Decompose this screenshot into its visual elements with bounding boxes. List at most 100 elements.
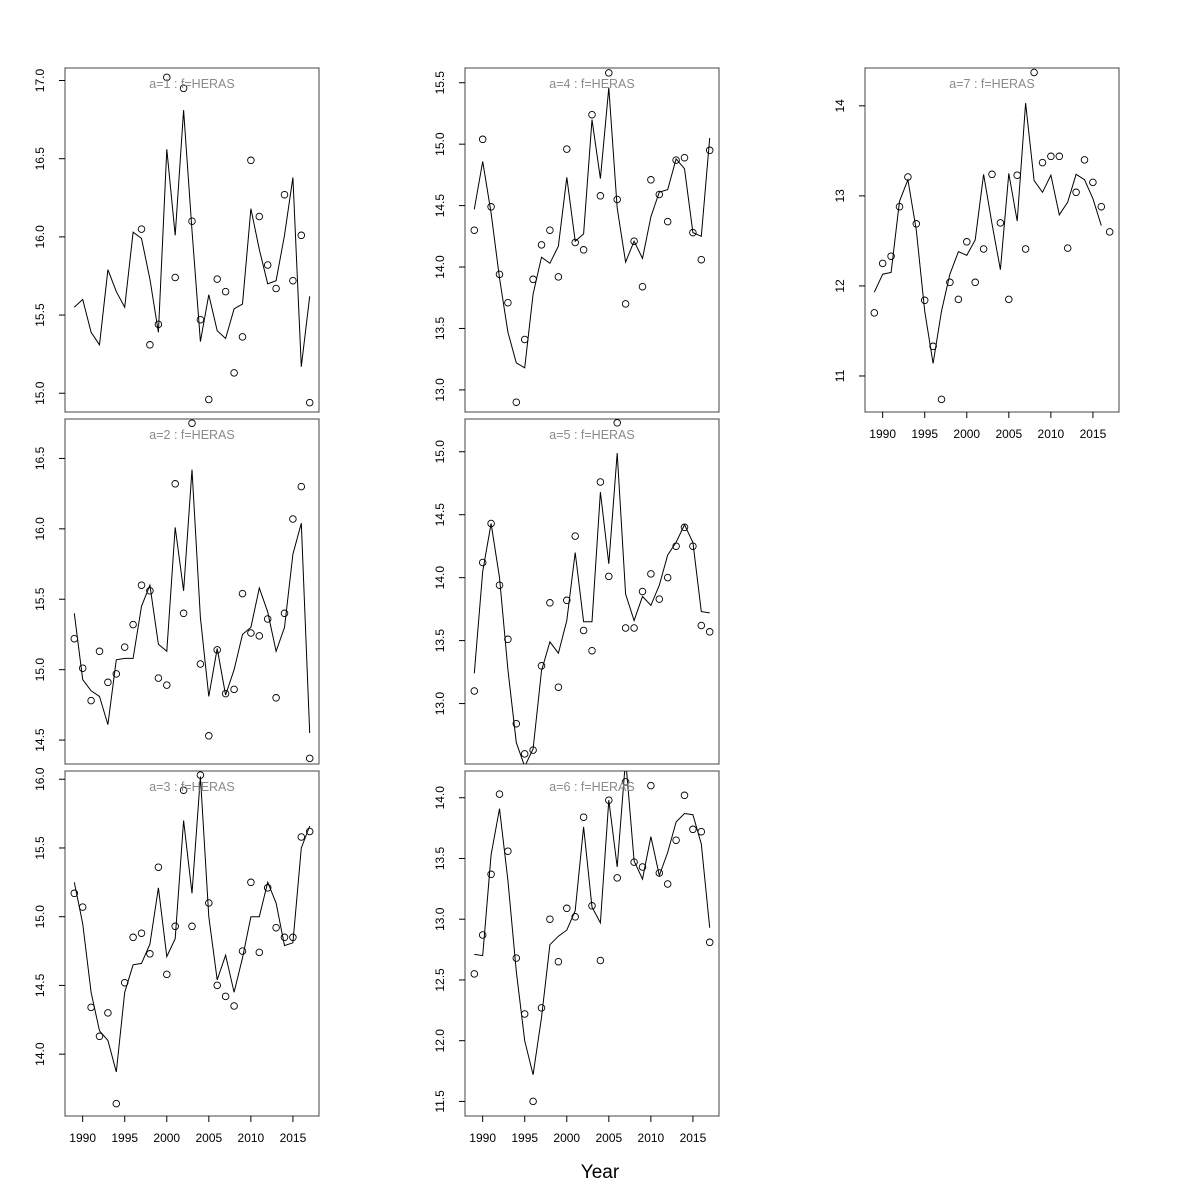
observed-point bbox=[146, 341, 154, 349]
observed-point bbox=[255, 948, 264, 957]
y-tick-label: 14.5 bbox=[433, 194, 447, 218]
plot-area bbox=[470, 69, 714, 406]
observed-point bbox=[137, 225, 146, 233]
observed-point bbox=[512, 954, 521, 962]
y-tick-label: 13.5 bbox=[433, 846, 447, 870]
observed-point bbox=[297, 482, 306, 491]
observed-point bbox=[238, 589, 247, 598]
observed-point bbox=[188, 922, 196, 931]
observed-point bbox=[588, 902, 596, 910]
observed-point bbox=[596, 192, 605, 200]
observed-point bbox=[1063, 244, 1072, 252]
panel-frame bbox=[64, 770, 320, 1117]
observed-point bbox=[196, 660, 205, 668]
x-tick-label: 2010 bbox=[638, 1131, 665, 1145]
y-tick-label: 15.5 bbox=[433, 71, 447, 95]
observed-point bbox=[171, 922, 179, 931]
observed-point bbox=[937, 395, 946, 404]
observed-point bbox=[663, 573, 672, 582]
observed-point bbox=[537, 1004, 546, 1012]
observed-point bbox=[963, 238, 971, 246]
y-tick-label: 15.5 bbox=[33, 587, 47, 611]
observed-point bbox=[238, 947, 247, 955]
observed-point bbox=[230, 685, 238, 694]
observed-point bbox=[179, 786, 188, 794]
observed-point bbox=[1080, 156, 1089, 164]
observed-point bbox=[120, 643, 129, 651]
x-tick-label: 2010 bbox=[238, 1131, 265, 1145]
x-tick-label: 1990 bbox=[469, 1131, 496, 1145]
observed-point bbox=[596, 956, 605, 965]
observed-point bbox=[263, 884, 272, 892]
panel-title: a=2 : f=HERAS bbox=[149, 428, 234, 442]
observed-point bbox=[146, 950, 154, 958]
y-tick-label: 12.0 bbox=[433, 1029, 447, 1053]
observed-point bbox=[196, 771, 205, 779]
observed-point bbox=[263, 261, 272, 269]
observed-point bbox=[520, 1010, 529, 1018]
observed-point bbox=[87, 1003, 95, 1012]
observed-point bbox=[470, 970, 479, 978]
observed-point bbox=[305, 827, 314, 836]
observed-point bbox=[247, 156, 255, 165]
observed-point bbox=[478, 135, 487, 144]
x-tick-label: 2005 bbox=[995, 427, 1022, 441]
x-tick-label: 2015 bbox=[1080, 427, 1107, 441]
y-tick-label: 14.0 bbox=[33, 1042, 47, 1066]
observed-point bbox=[672, 542, 680, 550]
observed-point bbox=[996, 219, 1005, 227]
y-tick-label: 14.0 bbox=[433, 786, 447, 810]
observed-point bbox=[272, 694, 280, 702]
observed-point bbox=[546, 226, 554, 234]
observed-point bbox=[630, 237, 638, 245]
observed-point bbox=[230, 1002, 238, 1010]
observed-point bbox=[613, 419, 621, 427]
observed-point bbox=[495, 790, 504, 798]
observed-point bbox=[120, 978, 129, 987]
observed-point bbox=[638, 282, 647, 291]
panel-title: a=5 : f=HERAS bbox=[549, 428, 634, 442]
observed-point bbox=[621, 624, 630, 632]
observed-point bbox=[870, 309, 879, 317]
observed-point bbox=[647, 781, 655, 790]
observed-point bbox=[263, 615, 272, 623]
observed-point bbox=[630, 858, 638, 866]
observed-point bbox=[487, 519, 495, 528]
observed-point bbox=[205, 899, 213, 907]
chart-panel: 11.5 12.0 12.5 13.0 13.5 14.0 1990 1995 2000 2005… bbox=[433, 770, 720, 1145]
observed-point bbox=[163, 970, 171, 979]
observed-point bbox=[621, 778, 630, 786]
observed-point bbox=[554, 273, 563, 281]
x-tick-label: 2010 bbox=[1038, 427, 1065, 441]
observed-point bbox=[537, 662, 546, 670]
panel-title: a=1 : f=HERAS bbox=[149, 77, 234, 91]
observed-point bbox=[563, 145, 571, 153]
panel-title: a=4 : f=HERAS bbox=[549, 77, 634, 91]
observed-point bbox=[280, 609, 289, 618]
y-tick-label: 15.0 bbox=[33, 905, 47, 929]
y-tick-label: 14.5 bbox=[433, 503, 447, 527]
x-tick-label: 2015 bbox=[280, 1131, 307, 1145]
y-tick-label: 12 bbox=[833, 279, 847, 293]
panel-frame bbox=[464, 770, 720, 1117]
observed-point bbox=[129, 933, 137, 942]
chart-panel: 13.0 13.5 14.0 14.5 15.0 15.5 a=4 : f=HERAS bbox=[433, 67, 720, 413]
observed-point bbox=[230, 369, 238, 377]
y-tick-label: 13.0 bbox=[433, 692, 447, 716]
observed-point bbox=[154, 674, 163, 682]
observed-point bbox=[112, 670, 121, 678]
panel-frame bbox=[64, 67, 320, 413]
observed-point bbox=[638, 863, 647, 871]
observed-point bbox=[478, 558, 487, 567]
observed-point bbox=[571, 238, 579, 247]
observed-point bbox=[78, 903, 87, 911]
y-tick-label: 13.5 bbox=[433, 629, 447, 653]
observed-point bbox=[104, 678, 112, 687]
observed-point bbox=[680, 153, 689, 162]
y-tick-label: 13.0 bbox=[433, 378, 447, 402]
fitted-series-line bbox=[873, 103, 1102, 364]
observed-point bbox=[579, 813, 588, 821]
y-tick-label: 15.0 bbox=[433, 440, 447, 464]
y-tick-label: 15.5 bbox=[33, 303, 47, 327]
